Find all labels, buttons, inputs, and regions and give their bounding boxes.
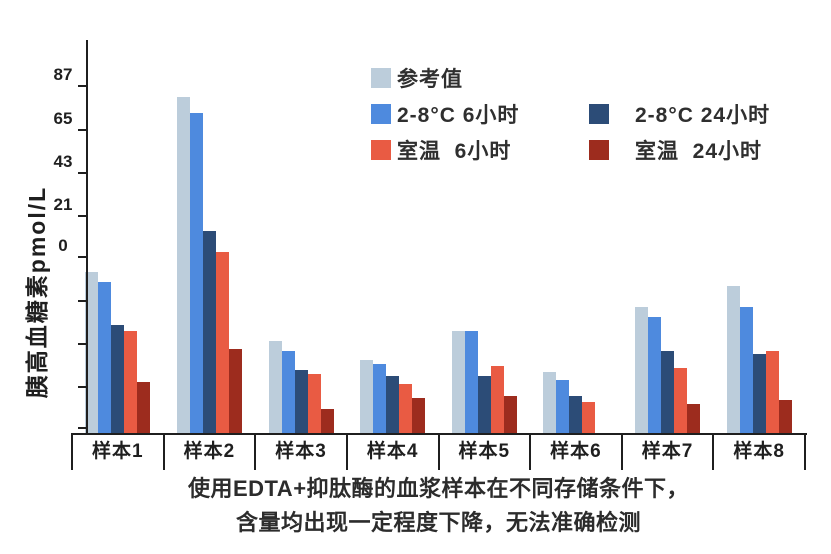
- bar: [752, 354, 766, 434]
- x-axis-line: [72, 433, 807, 435]
- y-tick-label: 21: [53, 195, 73, 215]
- category-divider: [620, 433, 623, 470]
- caption-line-1: 使用EDTA+抑肽酶的血浆样本在不同存储条件下，: [187, 476, 690, 501]
- y-axis-line: [86, 40, 88, 435]
- legend-label: 参考值: [397, 68, 463, 91]
- legend-item-reference: 参考值: [371, 60, 519, 96]
- y-tick-mark: [78, 386, 87, 388]
- caption: 使用EDTA+抑肽酶的血浆样本在不同存储条件下， 含量均出现一定程度下降，无法准…: [72, 472, 805, 540]
- bar: [648, 317, 662, 434]
- bar: [582, 401, 596, 434]
- bar: [228, 348, 242, 434]
- bar: [543, 372, 557, 434]
- x-category-label: 样本8: [733, 441, 785, 462]
- legend-swatch-reference: [371, 68, 391, 88]
- category-divider: [71, 433, 73, 470]
- bar: [137, 381, 151, 434]
- bar: [202, 230, 216, 434]
- bar: [451, 330, 465, 434]
- bar: [399, 383, 413, 434]
- legend-label: 2-8°C 6小时: [397, 104, 520, 127]
- bar: [124, 330, 138, 434]
- bar: [674, 368, 688, 434]
- bar: [294, 370, 308, 434]
- bar: [765, 350, 779, 434]
- legend-column-right: 2-8°C 24小时 室温 24小时: [589, 96, 770, 168]
- legend-item-room-6h: 室温 6小时: [371, 132, 519, 168]
- y-tick-label: 65: [53, 108, 73, 128]
- y-axis-title: 胰高血糖素pmol/L: [24, 185, 50, 399]
- bar: [268, 340, 282, 434]
- x-category-label: 样本1: [92, 441, 144, 462]
- bar: [98, 281, 112, 434]
- bar: [320, 409, 334, 434]
- bar: [412, 397, 426, 434]
- x-category-label: 样本6: [550, 441, 602, 462]
- y-tick-label: 0: [58, 236, 68, 256]
- bar: [111, 324, 125, 434]
- bar: [307, 374, 321, 434]
- x-category-label: 样本4: [366, 441, 419, 462]
- legend-swatch-cold-24h: [589, 104, 609, 124]
- category-divider: [254, 433, 257, 470]
- x-category-label: 样本3: [275, 441, 327, 462]
- bar: [477, 376, 491, 434]
- legend-label: 2-8°C 24小时: [635, 104, 771, 127]
- bar: [176, 97, 190, 434]
- x-category-label: 样本2: [183, 441, 236, 462]
- bar: [464, 330, 478, 434]
- bar: [556, 379, 570, 434]
- category-divider: [712, 433, 715, 470]
- y-tick-mark: [78, 299, 87, 302]
- legend-item-room-24h: 室温 24小时: [589, 132, 770, 168]
- category-divider: [804, 433, 806, 470]
- category-divider: [162, 433, 165, 470]
- y-tick-mark: [78, 171, 87, 174]
- y-tick-label: 43: [53, 151, 73, 171]
- x-category-label: 样本5: [458, 441, 511, 462]
- y-tick-label: 87: [53, 65, 73, 85]
- bar: [360, 360, 374, 434]
- bar: [661, 350, 675, 434]
- bar: [281, 350, 295, 434]
- legend-item-cold-6h: 2-8°C 6小时: [371, 96, 519, 132]
- bar: [373, 364, 387, 434]
- legend-item-cold-24h: 2-8°C 24小时: [589, 96, 770, 132]
- legend-label: 室温 24小时: [635, 140, 763, 163]
- caption-line-2: 含量均出现一定程度下降，无法准确检测: [235, 510, 641, 535]
- bar: [726, 285, 740, 434]
- bar: [386, 376, 400, 434]
- y-tick-mark: [78, 342, 87, 345]
- y-tick-mark: [78, 215, 87, 218]
- x-category-label: 样本7: [641, 441, 694, 462]
- y-tick-mark: [78, 85, 87, 88]
- legend-swatch-room-6h: [371, 140, 391, 160]
- bar: [739, 307, 753, 434]
- category-divider: [345, 433, 348, 470]
- bar: [85, 271, 99, 434]
- y-tick-mark: [78, 427, 87, 429]
- legend-label: 室温 6小时: [397, 140, 512, 163]
- bar: [687, 403, 701, 434]
- legend-column-left: 参考值 2-8°C 6小时 室温 6小时: [371, 60, 519, 168]
- legend-swatch-room-24h: [589, 140, 609, 160]
- category-divider: [529, 433, 532, 470]
- bar: [490, 366, 504, 434]
- legend-swatch-cold-6h: [371, 104, 391, 124]
- y-tick-mark: [78, 256, 87, 259]
- bar: [189, 112, 203, 434]
- bar: [569, 395, 583, 434]
- bar: [635, 307, 649, 434]
- bar: [778, 399, 792, 434]
- bar: [503, 395, 517, 434]
- y-tick-mark: [78, 128, 87, 131]
- bar: [215, 252, 229, 434]
- category-divider: [437, 433, 440, 470]
